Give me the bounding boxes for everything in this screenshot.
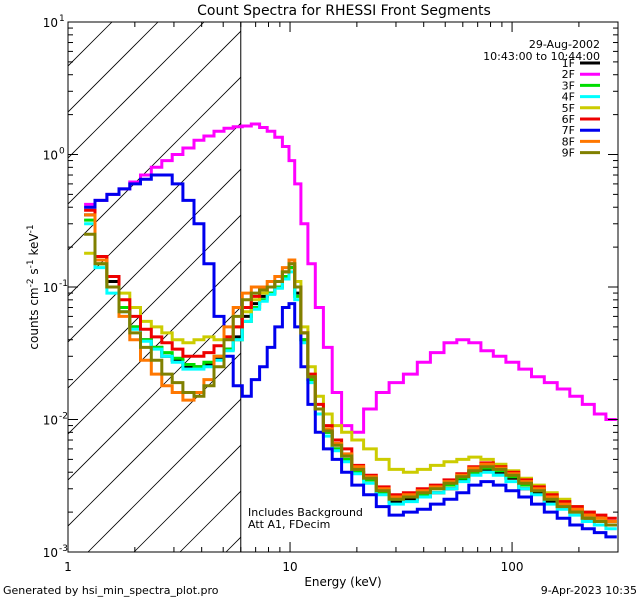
series-2F (84, 122, 617, 434)
hatch-line (225, 536, 241, 552)
y-axis-label: counts cm-2 s-1 keV-1 (26, 224, 41, 349)
y-tick-label: 10 (43, 16, 58, 30)
hatch-line (68, 168, 241, 343)
series-layer (84, 122, 617, 539)
y-tick-exponent: 1 (59, 14, 65, 24)
x-axis-label: Energy (keV) (304, 575, 381, 589)
legend-label-5F: 5F (562, 102, 575, 115)
x-tick-label: 100 (501, 560, 524, 574)
note-background: Includes Background (248, 506, 363, 519)
legend-label-1F: 1F (562, 57, 575, 70)
hatch-line (68, 22, 159, 113)
y-tick-label: 10 (43, 149, 58, 163)
hatch-line (68, 352, 241, 527)
hatch-line (87, 398, 241, 552)
series-7F (84, 173, 617, 539)
legend-date: 29-Aug-2002 (529, 38, 600, 51)
hatch-line (410, 22, 640, 552)
y-tick-label: 10 (43, 546, 58, 560)
hatch-line (68, 76, 241, 251)
note-attenuator: Att A1, FDecim (248, 518, 330, 531)
legend-label-8F: 8F (562, 135, 575, 148)
hatch-line (68, 306, 241, 481)
y-tick-exponent: -3 (59, 544, 68, 554)
hatch-line (133, 444, 241, 552)
hatch-line (68, 214, 241, 389)
chart-title: Count Spectra for RHESSI Front Segments (197, 3, 491, 19)
y-tick-exponent: -2 (59, 412, 68, 422)
series-9F (84, 232, 617, 527)
footer-generator: Generated by hsi_min_spectra_plot.pro (3, 584, 219, 597)
footer-date: 9-Apr-2023 10:35 (541, 584, 637, 597)
y-tick-exponent: -1 (59, 279, 68, 289)
legend-label-9F: 9F (562, 147, 575, 160)
legend-label-2F: 2F (562, 68, 575, 81)
legend-label-3F: 3F (562, 79, 575, 92)
legend-label-4F: 4F (562, 91, 575, 104)
x-tick-label: 10 (282, 560, 297, 574)
hatch-line (0, 22, 20, 552)
legend-label-7F: 7F (562, 124, 575, 137)
y-tick-label: 10 (43, 414, 58, 428)
hatch-line (68, 22, 205, 159)
y-tick-exponent: 0 (59, 147, 65, 157)
legend-time-range: 10:43:00 to 10:44:00 (483, 50, 600, 63)
excluded-energy-hatch (0, 22, 640, 552)
hatch-line (68, 30, 241, 205)
y-tick-label: 10 (43, 281, 58, 295)
legend-label-6F: 6F (562, 113, 575, 126)
x-tick-label: 1 (64, 560, 72, 574)
